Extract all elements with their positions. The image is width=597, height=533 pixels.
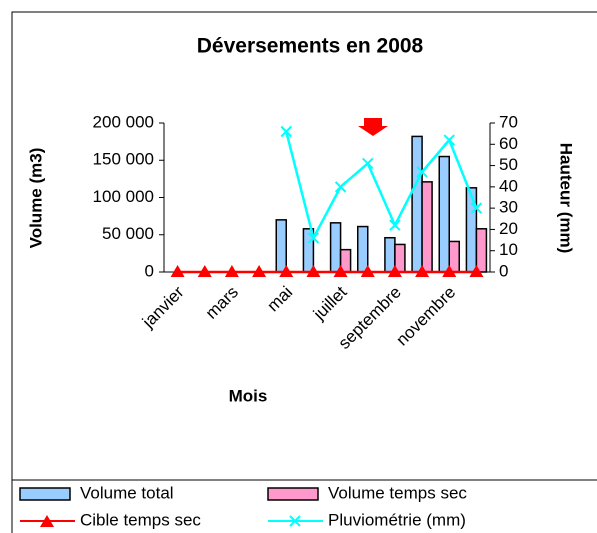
marker — [470, 202, 483, 214]
bar — [448, 240, 460, 273]
legend-swatch — [19, 487, 71, 501]
marker — [279, 265, 294, 277]
marker — [280, 125, 292, 138]
bar — [421, 181, 433, 273]
legend-label: Cible temps sec — [80, 510, 201, 529]
y-axis-label: Volume (m3) — [26, 148, 45, 249]
y2-tick-label: 30 — [499, 198, 518, 217]
y2-tick-label: 20 — [499, 219, 518, 238]
y2-tick-label: 70 — [499, 112, 518, 131]
marker — [416, 166, 428, 178]
bar — [465, 187, 478, 273]
bar — [475, 228, 488, 273]
marker — [333, 265, 348, 277]
marker — [469, 265, 484, 277]
marker — [442, 265, 457, 277]
bar — [357, 225, 369, 273]
marker — [334, 181, 347, 193]
marker — [197, 265, 212, 277]
y2-tick-label: 60 — [499, 134, 518, 153]
marker — [252, 265, 267, 277]
marker — [224, 265, 239, 277]
legend-label: Pluviométrie (mm) — [328, 510, 466, 529]
marker — [170, 265, 185, 277]
bar — [384, 236, 396, 273]
y-tick-label: 50 000 — [102, 224, 154, 243]
bar — [411, 135, 423, 273]
marker — [289, 515, 301, 527]
y-tick-label: 150 000 — [93, 150, 154, 169]
y2-tick-label: 50 — [499, 155, 518, 174]
marker — [40, 515, 54, 527]
marker — [360, 265, 375, 277]
bar — [438, 155, 450, 273]
marker — [389, 219, 401, 231]
marker — [443, 134, 455, 146]
marker — [306, 265, 321, 277]
marker — [307, 232, 320, 244]
marker — [415, 265, 430, 277]
legend-label: Volume temps sec — [328, 483, 467, 502]
legend-swatch — [267, 487, 319, 501]
y-tick-label: 200 000 — [93, 112, 154, 131]
y-tick-label: 100 000 — [93, 187, 154, 206]
y2-tick-label: 10 — [499, 240, 518, 259]
bar — [275, 219, 287, 273]
y2-tick-label: 0 — [499, 261, 508, 280]
arrow-marker — [358, 118, 388, 136]
bar — [329, 222, 342, 273]
marker — [362, 157, 374, 170]
chart-title: Déversements en 2008 — [197, 35, 424, 58]
legend-label: Volume total — [80, 483, 174, 502]
y-tick-label: 0 — [145, 261, 154, 280]
y2-tick-label: 40 — [499, 176, 518, 195]
x-axis-label: Mois — [229, 386, 268, 405]
y2-axis-label: Hauteur (mm) — [557, 143, 576, 254]
marker — [387, 265, 402, 277]
